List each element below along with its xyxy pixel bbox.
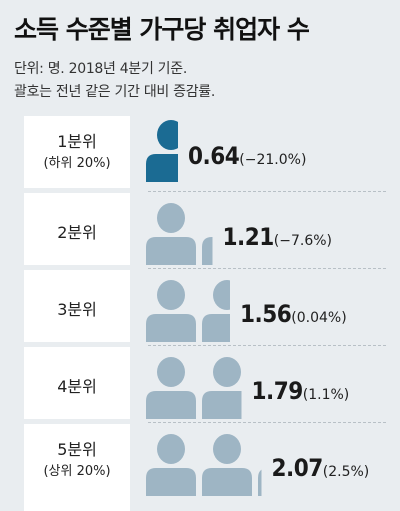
value-label-group: 2.07(2.5%)	[272, 454, 370, 482]
category-label: 5분위	[57, 440, 97, 459]
value-label: 1.21	[222, 223, 275, 251]
value-label-group: 1.79(1.1%)	[252, 377, 350, 405]
row-divider	[148, 422, 386, 424]
category-row: 2분위 1.21(−7.6%)	[0, 193, 400, 270]
chart-title: 소득 수준별 가구당 취업자 수	[14, 15, 310, 44]
partial-person-icon	[146, 120, 178, 182]
person-icon	[202, 434, 252, 496]
change-label: (0.04%)	[291, 310, 347, 326]
category-sublabel: (상위 20%)	[43, 464, 111, 479]
row-divider	[148, 268, 386, 270]
category-row: 4분위 1.79(1.1%)	[0, 347, 400, 424]
change-note: 괄호는 전년 같은 기간 대비 증감률.	[14, 84, 216, 100]
person-icons	[146, 357, 242, 419]
person-icons	[146, 203, 213, 265]
unit-note: 단위: 명. 2018년 4분기 기준.	[14, 61, 187, 77]
category-label: 1분위	[57, 132, 97, 151]
category-label-box: 5분위 (상위 20%)	[24, 424, 130, 511]
category-label-box: 3분위	[24, 270, 130, 342]
category-sublabel: (하위 20%)	[43, 156, 111, 171]
value-label: 1.56	[240, 300, 292, 328]
row-divider	[148, 345, 386, 347]
change-label: (1.1%)	[302, 387, 350, 403]
person-icon	[146, 280, 196, 342]
category-row: 3분위 1.56(0.04%)	[0, 270, 400, 347]
person-icons	[146, 120, 178, 182]
value-label: 0.64	[188, 142, 240, 170]
category-label: 4분위	[57, 377, 97, 396]
value-label-group: 1.21(−7.6%)	[223, 223, 333, 251]
person-icon	[146, 357, 196, 419]
person-icon	[146, 434, 196, 496]
value-label-group: 0.64(−21.0%)	[188, 142, 306, 170]
category-label-box: 2분위	[24, 193, 130, 265]
partial-person-icon	[258, 469, 262, 496]
category-row: 1분위 (하위 20%) 0.64(−21.0%)	[0, 116, 400, 193]
partial-person-icon	[202, 237, 213, 265]
person-icons	[146, 434, 262, 496]
partial-person-icon	[202, 357, 242, 419]
category-label: 2분위	[57, 223, 97, 242]
row-divider	[148, 191, 386, 193]
partial-person-icon	[202, 280, 230, 342]
change-label: (−21.0%)	[239, 152, 307, 168]
value-label-group: 1.56(0.04%)	[240, 300, 347, 328]
person-icons	[146, 280, 230, 342]
value-label: 2.07	[271, 454, 324, 482]
category-label-box: 1분위 (하위 20%)	[24, 116, 130, 188]
category-row: 5분위 (상위 20%) 2.07(2.5%)	[0, 424, 400, 511]
person-icon	[146, 203, 196, 265]
change-label: (−7.6%)	[273, 233, 333, 249]
change-label: (2.5%)	[322, 464, 370, 480]
category-label: 3분위	[57, 300, 97, 319]
category-label-box: 4분위	[24, 347, 130, 419]
value-label: 1.79	[251, 377, 304, 405]
